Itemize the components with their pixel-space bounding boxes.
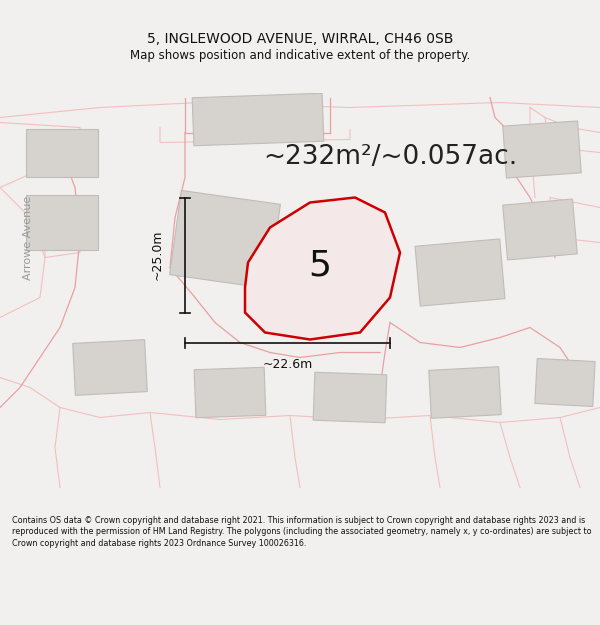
Polygon shape	[26, 129, 98, 176]
Polygon shape	[26, 195, 98, 250]
Text: 5, INGLEWOOD AVENUE, WIRRAL, CH46 0SB: 5, INGLEWOOD AVENUE, WIRRAL, CH46 0SB	[147, 32, 453, 46]
Text: ~25.0m: ~25.0m	[151, 230, 163, 280]
Polygon shape	[73, 339, 148, 396]
Text: ~22.6m: ~22.6m	[262, 358, 313, 371]
Polygon shape	[503, 199, 577, 260]
Text: ~232m²/~0.057ac.: ~232m²/~0.057ac.	[263, 144, 517, 171]
Polygon shape	[503, 121, 581, 178]
Polygon shape	[170, 191, 280, 289]
Polygon shape	[194, 368, 266, 418]
Text: 5: 5	[308, 249, 331, 282]
Text: Arrowe Avenue: Arrowe Avenue	[23, 196, 33, 279]
Text: Contains OS data © Crown copyright and database right 2021. This information is : Contains OS data © Crown copyright and d…	[12, 516, 592, 548]
Polygon shape	[415, 239, 505, 306]
Polygon shape	[535, 359, 595, 406]
Polygon shape	[245, 198, 400, 339]
Polygon shape	[429, 367, 501, 418]
Polygon shape	[313, 372, 387, 423]
Text: Map shows position and indicative extent of the property.: Map shows position and indicative extent…	[130, 49, 470, 61]
Polygon shape	[192, 93, 324, 146]
